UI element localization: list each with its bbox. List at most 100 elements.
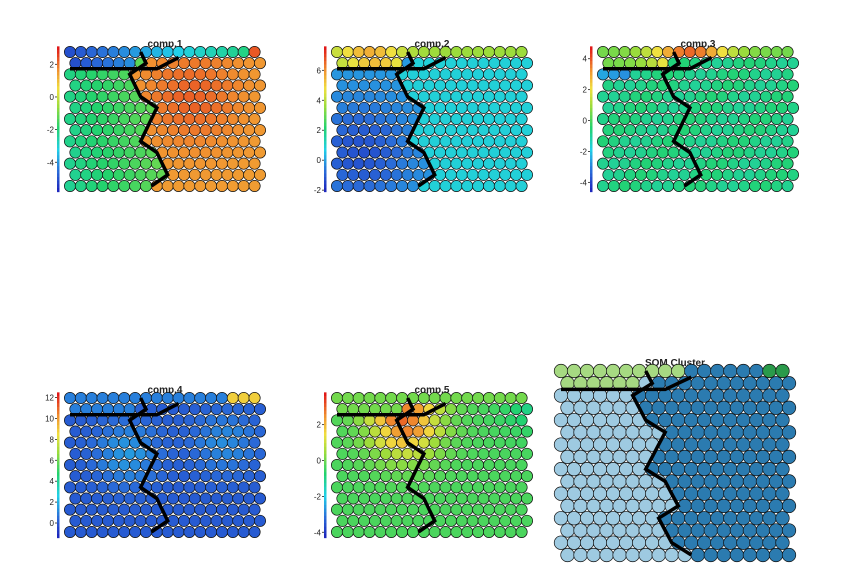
som-cell bbox=[573, 425, 588, 440]
som-cell bbox=[341, 526, 354, 538]
som-cell bbox=[216, 180, 228, 192]
som-cell bbox=[183, 436, 196, 449]
som-cell bbox=[107, 436, 120, 449]
som-cell bbox=[145, 514, 158, 527]
som-cell bbox=[341, 392, 354, 404]
som-cell bbox=[237, 135, 250, 148]
som-cell bbox=[711, 146, 723, 159]
som-cell bbox=[439, 90, 452, 103]
som-cell bbox=[455, 168, 468, 181]
som-cell bbox=[445, 146, 457, 159]
som-cell bbox=[205, 503, 218, 516]
som-cell bbox=[161, 46, 174, 58]
som-cell bbox=[461, 526, 474, 538]
som-cell bbox=[118, 526, 131, 538]
som-cell bbox=[161, 526, 174, 538]
som-cell bbox=[390, 101, 403, 114]
som-cell bbox=[80, 101, 93, 114]
som-cell bbox=[602, 146, 615, 159]
som-cell bbox=[483, 392, 495, 404]
som-cell bbox=[635, 146, 647, 159]
som-cell bbox=[232, 57, 245, 70]
som-cell bbox=[243, 101, 256, 114]
scale-segment bbox=[57, 68, 60, 73]
scale-segment bbox=[57, 432, 60, 437]
som-cell bbox=[684, 388, 699, 403]
som-cell bbox=[123, 124, 136, 137]
scale-segment bbox=[57, 501, 60, 506]
som-cell bbox=[161, 113, 174, 125]
som-cell bbox=[662, 113, 675, 125]
som-cell bbox=[700, 79, 713, 92]
som-cell bbox=[183, 157, 196, 170]
som-cell bbox=[723, 363, 738, 379]
som-cell bbox=[625, 425, 640, 440]
som-cell bbox=[651, 135, 664, 148]
som-cell bbox=[74, 46, 87, 58]
scale-segment bbox=[57, 457, 60, 462]
scale-segment bbox=[57, 104, 60, 109]
som-cell bbox=[216, 459, 228, 471]
som-cell bbox=[694, 180, 707, 192]
som-cell bbox=[466, 447, 479, 460]
som-cell bbox=[613, 101, 626, 114]
scale-segment bbox=[57, 169, 60, 174]
som-cell bbox=[390, 146, 403, 159]
som-cell bbox=[226, 90, 239, 103]
som-cell bbox=[781, 135, 794, 148]
som-cell bbox=[703, 523, 718, 538]
scale-segment bbox=[324, 89, 327, 95]
som-cell bbox=[716, 113, 729, 125]
som-cell bbox=[703, 449, 718, 464]
som-cell bbox=[194, 90, 207, 103]
scale-segment bbox=[57, 479, 60, 484]
som-cell bbox=[336, 146, 349, 159]
som-cell bbox=[597, 180, 609, 192]
som-cell bbox=[385, 113, 398, 125]
som-cell bbox=[651, 498, 666, 514]
som-cell bbox=[331, 436, 343, 449]
som-cell bbox=[455, 514, 468, 527]
scale-segment bbox=[590, 148, 593, 153]
scale-segment bbox=[324, 406, 327, 412]
som-cell bbox=[553, 511, 569, 526]
som-cell bbox=[483, 46, 495, 58]
som-cell bbox=[488, 447, 501, 460]
som-cell bbox=[510, 146, 523, 159]
som-cell bbox=[645, 535, 660, 550]
som-cell bbox=[167, 79, 180, 92]
som-cell bbox=[605, 462, 621, 477]
som-cell bbox=[85, 503, 98, 516]
som-cell bbox=[226, 503, 239, 516]
som-cell bbox=[504, 46, 517, 58]
som-cell bbox=[749, 46, 761, 58]
som-cell bbox=[504, 68, 517, 81]
scale-segment bbox=[324, 479, 327, 484]
som-cell bbox=[107, 459, 120, 471]
som-cell bbox=[194, 392, 207, 404]
som-cell bbox=[560, 523, 575, 538]
som-cell bbox=[112, 168, 125, 181]
som-cell bbox=[477, 79, 490, 92]
som-cell bbox=[638, 474, 653, 489]
som-cell bbox=[331, 503, 343, 516]
scale-segment bbox=[57, 119, 60, 124]
som-cell bbox=[248, 503, 261, 516]
som-cell bbox=[347, 492, 360, 505]
som-cell bbox=[140, 180, 152, 192]
som-cell bbox=[248, 459, 261, 471]
som-cell bbox=[221, 168, 234, 181]
som-cell bbox=[428, 459, 441, 471]
scale-segment bbox=[590, 89, 593, 95]
panel-title: SOM Cluster bbox=[645, 358, 705, 369]
som-cell bbox=[129, 392, 142, 404]
som-cell bbox=[640, 113, 653, 125]
scale-tick-label: 0 bbox=[50, 93, 55, 102]
scale-tick-label: -2 bbox=[580, 147, 588, 156]
som-cell bbox=[619, 535, 634, 550]
som-cell bbox=[248, 436, 261, 449]
som-cell bbox=[439, 392, 452, 404]
som-cell bbox=[199, 492, 212, 505]
scale-segment bbox=[324, 53, 327, 58]
som-cell bbox=[499, 514, 512, 527]
